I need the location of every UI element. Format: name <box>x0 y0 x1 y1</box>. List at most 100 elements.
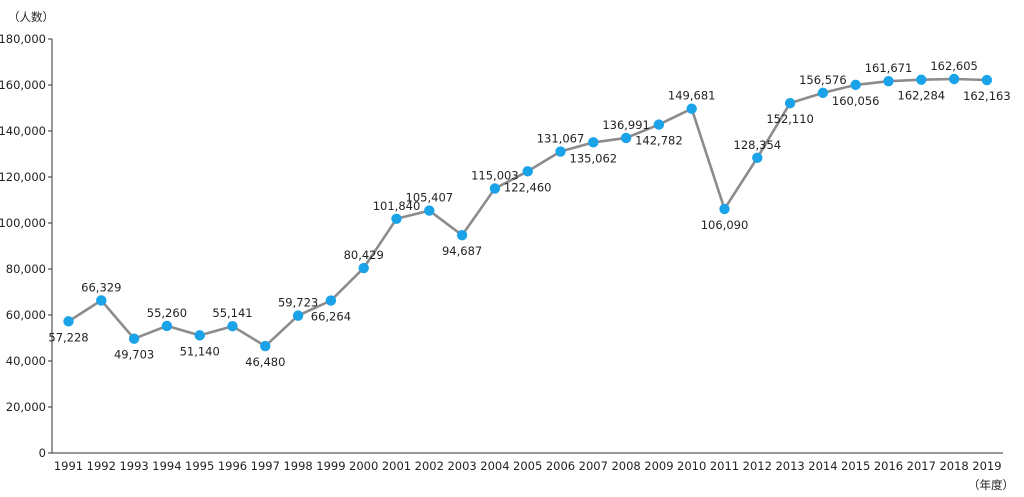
x-tick-label: 2012 <box>743 459 772 473</box>
x-axis: 1991 1992 1993 1994 1995 1996 1997 1998 1999 2000… <box>52 452 1003 473</box>
data-point-marker <box>161 320 173 332</box>
x-tick-label: 2014 <box>808 459 837 473</box>
data-label: 156,576 <box>799 73 847 87</box>
y-tick-label: 100,000 <box>0 216 46 230</box>
x-tick-label: 2009 <box>644 459 673 473</box>
data-point-marker <box>850 79 861 91</box>
data-point-marker <box>653 119 665 130</box>
y-tick-label: 140,000 <box>0 124 46 138</box>
x-tick-label: 1999 <box>316 459 345 473</box>
data-point-marker <box>686 103 697 114</box>
data-label: 105,407 <box>406 191 454 205</box>
x-tick-label: 2005 <box>513 459 542 473</box>
data-point-marker <box>948 73 960 85</box>
x-tick-label: 1998 <box>283 459 312 473</box>
data-point-marker <box>358 262 369 274</box>
x-tick-label: 2019 <box>972 459 1001 473</box>
x-tick-label: 2006 <box>546 459 575 473</box>
data-label: 142,782 <box>635 134 683 148</box>
data-label: 101,840 <box>373 199 421 213</box>
x-tick-label: 1995 <box>185 459 214 473</box>
y-tick-label: 60,000 <box>6 308 46 322</box>
x-tick-label: 2008 <box>611 459 640 473</box>
data-point-marker <box>981 74 993 86</box>
data-label: 162,284 <box>898 89 946 103</box>
data-point-marker <box>620 132 632 144</box>
data-point-marker <box>227 320 238 332</box>
data-label: 55,141 <box>212 306 252 320</box>
x-tick-label: 2018 <box>939 459 968 473</box>
data-label: 160,056 <box>832 94 880 108</box>
data-label: 162,163 <box>963 89 1011 103</box>
y-tick-label: 120,000 <box>0 170 46 184</box>
x-tick-label: 1996 <box>218 459 247 473</box>
x-tick-label: 1992 <box>87 459 116 473</box>
data-label: 57,228 <box>48 330 88 344</box>
data-point-marker <box>292 310 304 321</box>
x-tick-label: 2007 <box>579 459 608 473</box>
data-point-marker <box>588 137 599 148</box>
data-label: 162,605 <box>930 59 978 73</box>
data-label: 80,429 <box>344 248 384 262</box>
x-tick-label: 1997 <box>251 459 280 473</box>
data-point-marker <box>424 205 435 216</box>
x-tick-label: 2013 <box>775 459 804 473</box>
data-point-marker <box>63 316 74 327</box>
data-point-marker <box>784 97 796 109</box>
data-label: 51,140 <box>180 344 220 358</box>
y-axis: 0 20,000 40,000 60,000 80,000 100,000 120,000 1… <box>0 32 53 460</box>
data-point-marker <box>522 166 533 177</box>
y-tick-label: 40,000 <box>6 354 46 368</box>
y-tick-label: 160,000 <box>0 78 46 92</box>
x-tick-label: 2004 <box>480 459 509 473</box>
data-label: 59,723 <box>278 296 318 310</box>
data-label: 149,681 <box>668 89 716 103</box>
data-point-marker <box>916 74 927 85</box>
x-tick-label: 1991 <box>54 459 83 473</box>
data-label: 152,110 <box>766 112 814 126</box>
data-point-marker <box>325 295 337 306</box>
data-label: 115,003 <box>471 168 519 182</box>
y-tick-label: 20,000 <box>6 400 46 414</box>
data-label: 122,460 <box>504 180 552 194</box>
data-point-marker <box>391 213 402 224</box>
data-point-marker <box>719 203 730 215</box>
x-tick-label: 2002 <box>415 459 444 473</box>
data-label: 66,264 <box>311 310 351 324</box>
data-point-marker <box>96 295 107 306</box>
series-line <box>67 77 987 348</box>
data-label: 136,991 <box>602 118 650 132</box>
x-tick-label: 1994 <box>152 459 181 473</box>
data-point-marker <box>817 87 829 99</box>
data-label: 161,671 <box>865 61 913 75</box>
x-axis-unit-label: （年度） <box>968 478 1014 492</box>
data-point-marker <box>489 183 501 194</box>
series-line-group: 57,228 66,329 49,703 55,260 51,140 55,141 46,4… <box>48 59 1010 369</box>
x-tick-label: 2010 <box>677 459 706 473</box>
data-label: 94,687 <box>442 244 482 258</box>
data-label: 55,260 <box>147 306 187 320</box>
x-tick-label: 1993 <box>119 459 148 473</box>
y-tick-label: 0 <box>39 446 46 460</box>
data-label: 135,062 <box>570 151 618 165</box>
data-point-marker <box>194 330 205 341</box>
x-tick-label: 2017 <box>907 459 936 473</box>
data-label: 49,703 <box>114 348 154 362</box>
data-label: 106,090 <box>701 218 749 232</box>
data-label: 66,329 <box>81 280 121 294</box>
x-tick-label: 2003 <box>447 459 476 473</box>
data-point-marker <box>555 146 566 157</box>
x-tick-label: 2011 <box>710 459 739 473</box>
data-label: 131,067 <box>537 132 585 146</box>
data-label: 46,480 <box>245 355 285 369</box>
data-label: 128,354 <box>734 138 782 152</box>
data-point-marker <box>752 152 763 163</box>
data-point-marker <box>456 230 468 241</box>
y-tick-label: 80,000 <box>6 262 46 276</box>
y-tick-label: 180,000 <box>0 32 46 46</box>
x-tick-label: 2001 <box>382 459 411 473</box>
data-point-marker <box>260 340 271 352</box>
x-tick-label: 2015 <box>841 459 870 473</box>
data-point-marker <box>128 333 140 344</box>
